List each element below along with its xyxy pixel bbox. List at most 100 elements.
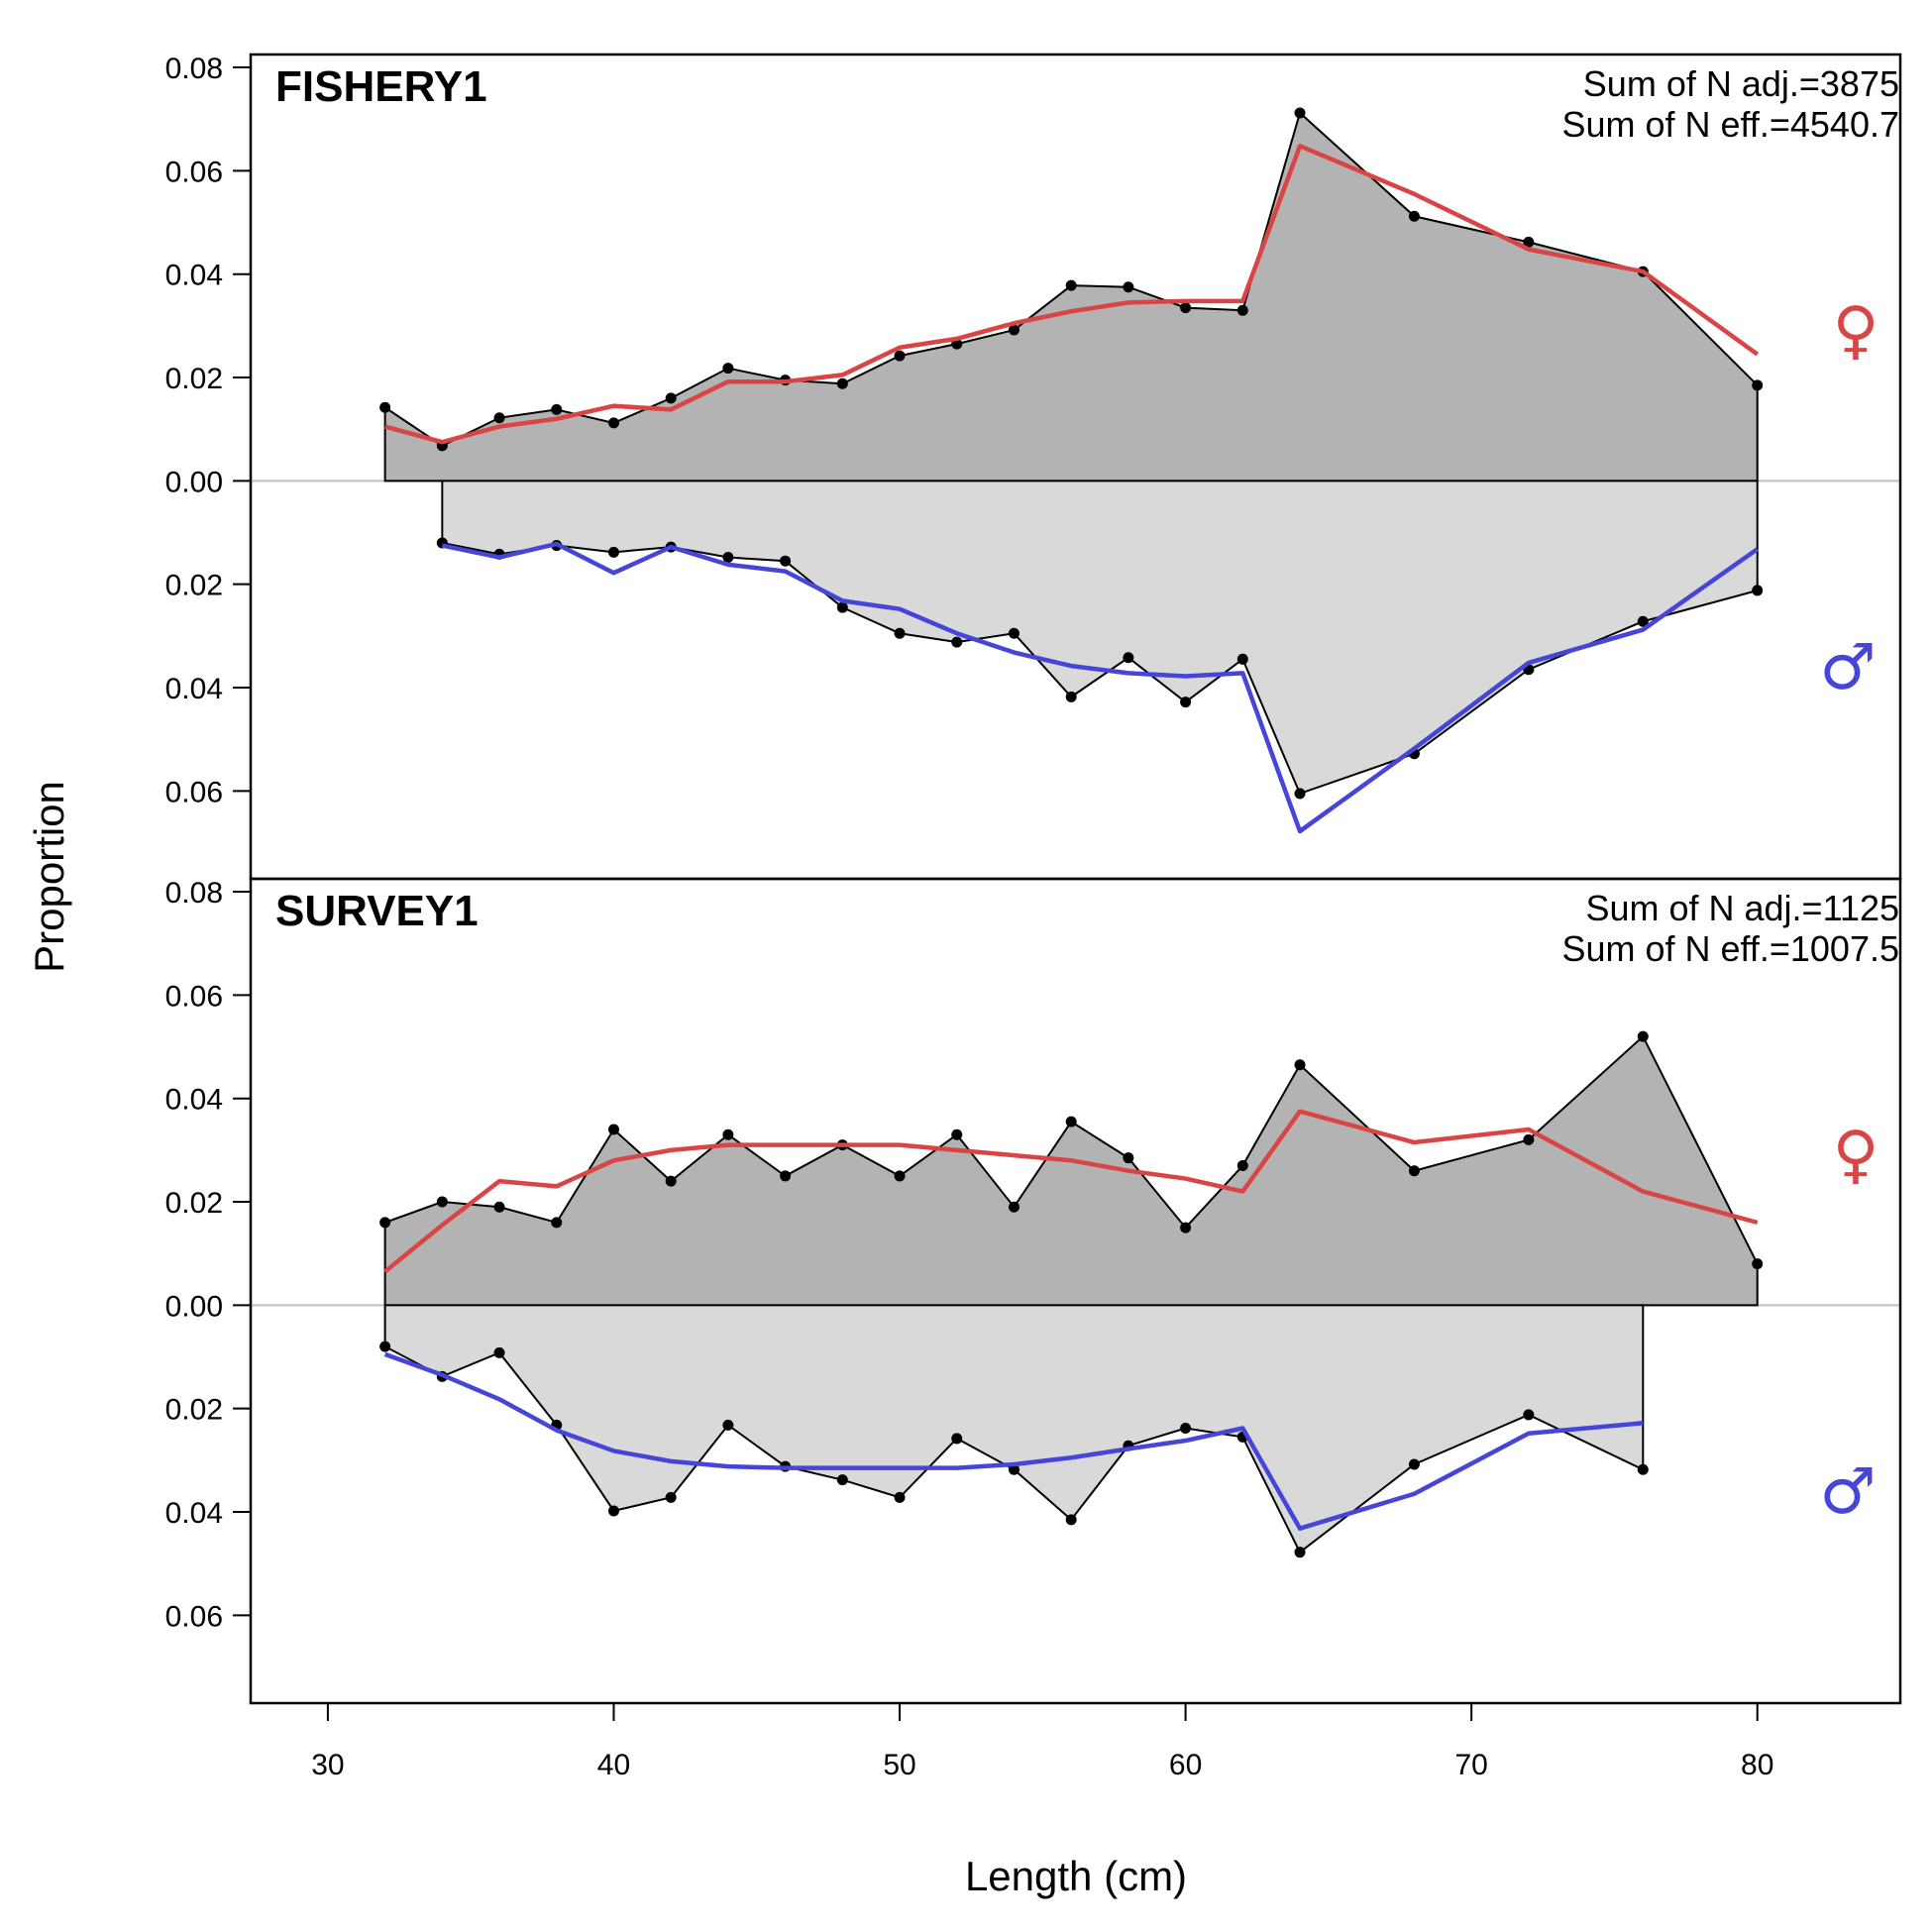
female-observed-point <box>1523 236 1535 248</box>
female-observed-point <box>551 1217 563 1229</box>
male-observed-point <box>1180 1422 1192 1434</box>
male-observed-point <box>1008 627 1020 639</box>
sample-size-stat: Sum of N eff.=4540.7 <box>1561 104 1899 145</box>
y-tick-label: 0.06 <box>165 980 223 1013</box>
female-observed-point <box>1294 107 1306 119</box>
female-observed-point <box>951 1128 963 1140</box>
y-tick-label: 0.02 <box>165 1394 223 1427</box>
panel-survey1: 0.08 0.06 0.04 0.02 0.00 0.02 0.04 0.06 SURVEY1 S… <box>165 877 1902 1705</box>
male-observed-point <box>1752 585 1764 596</box>
male-observed-point <box>1123 652 1134 664</box>
male-observed-point <box>1637 1463 1649 1475</box>
female-observed-point <box>1065 279 1077 291</box>
female-observed-point <box>1236 1160 1248 1172</box>
female-observed-point <box>1123 1152 1134 1164</box>
female-expected-line <box>383 1109 1759 1274</box>
male-observed-point <box>493 1346 505 1358</box>
female-observed-point <box>607 417 619 429</box>
female-symbol: ♀ <box>1833 1119 1879 1192</box>
female-observed-point <box>379 401 391 413</box>
y-tick-label: 0.00 <box>165 1290 223 1323</box>
panels: 0.08 0.06 0.04 0.02 0.00 0.02 0.04 0.06 FISHERY1… <box>165 53 1902 1705</box>
male-observed-point <box>379 1341 391 1352</box>
y-tick-label: 0.06 <box>165 1600 223 1633</box>
female-observed-point <box>1236 304 1248 316</box>
female-observed-area <box>383 111 1759 483</box>
male-observed-point <box>836 601 848 613</box>
y-tick-label: 0.02 <box>165 570 223 602</box>
female-observed-point <box>1180 1222 1192 1234</box>
panel-title: FISHERY1 <box>275 62 487 111</box>
male-observed-point <box>894 627 906 639</box>
female-observed-point <box>1408 1165 1420 1177</box>
male-observed-point <box>722 1419 734 1431</box>
male-observed-point <box>1180 697 1192 708</box>
y-tick-label: 0.06 <box>165 156 223 188</box>
female-observed-point <box>1008 324 1020 336</box>
female-observed-point <box>551 403 563 415</box>
female-observed-point <box>722 363 734 375</box>
y-tick-label: 0.04 <box>165 260 223 292</box>
female-observed-point <box>1180 302 1192 314</box>
y-tick-label: 0.08 <box>165 877 223 910</box>
y-tick-label: 0.02 <box>165 363 223 395</box>
female-observed-point <box>607 1124 619 1135</box>
y-tick-label: 0.06 <box>165 776 223 808</box>
x-tick-label: 70 <box>1454 1749 1487 1781</box>
female-observed-point <box>493 1201 505 1213</box>
female-observed-point <box>722 1128 734 1140</box>
female-observed-point <box>1294 1059 1306 1071</box>
male-observed-point <box>1408 1458 1420 1470</box>
female-observed-point <box>780 1170 792 1182</box>
male-observed-point <box>1294 1547 1306 1558</box>
sample-size-stat: Sum of N adj.=1125 <box>1585 888 1899 928</box>
female-observed-point <box>1752 1258 1764 1270</box>
male-symbol: ♂ <box>1819 1455 1876 1529</box>
female-observed-point <box>665 392 677 404</box>
x-tick-label: 50 <box>883 1749 915 1781</box>
sample-size-stat: Sum of N eff.=1007.5 <box>1561 928 1899 969</box>
male-observed-point <box>1637 615 1649 627</box>
male-observed-point <box>1294 788 1306 800</box>
female-observed-point <box>436 1196 448 1208</box>
male-observed-point <box>607 546 619 558</box>
male-observed-point <box>1523 1409 1535 1421</box>
female-observed-point <box>836 377 848 389</box>
male-observed-point <box>1065 691 1077 702</box>
male-observed-point <box>836 1474 848 1486</box>
x-tick-label: 80 <box>1741 1749 1773 1781</box>
y-tick-label: 0.04 <box>165 1084 223 1117</box>
male-observed-point <box>607 1505 619 1517</box>
male-symbol: ♂ <box>1819 631 1876 704</box>
female-expected-line <box>384 144 1760 445</box>
male-observed-point <box>894 1491 906 1503</box>
x-tick-label: 30 <box>311 1749 344 1781</box>
female-observed-point <box>665 1175 677 1187</box>
x-axis-title: Length (cm) <box>965 1853 1187 1899</box>
female-observed-point <box>1637 1030 1649 1042</box>
female-observed-point <box>1523 1133 1535 1145</box>
male-observed-point <box>951 636 963 648</box>
male-observed-point <box>1065 1514 1077 1526</box>
male-observed-point <box>1236 653 1248 665</box>
female-observed-point <box>894 350 906 362</box>
panel-title: SURVEY1 <box>275 887 479 935</box>
x-axis: 30 40 50 60 70 80 <box>311 1702 1773 1781</box>
male-observed-point <box>722 552 734 564</box>
male-expected-line <box>441 541 1760 834</box>
female-observed-point <box>1752 379 1764 391</box>
y-tick-label: 0.08 <box>165 53 223 85</box>
female-symbol: ♀ <box>1833 294 1879 368</box>
female-observed-area <box>383 1034 1759 1307</box>
female-observed-point <box>1123 281 1134 293</box>
female-observed-point <box>1065 1116 1077 1127</box>
female-observed-point <box>1008 1201 1020 1213</box>
sample-size-stat: Sum of N adj.=3875 <box>1583 63 1899 104</box>
female-observed-point <box>894 1170 906 1182</box>
y-tick-label: 0.04 <box>165 1497 223 1530</box>
y-tick-label: 0.04 <box>165 673 223 705</box>
female-observed-point <box>379 1217 391 1229</box>
male-observed-point <box>780 555 792 567</box>
male-expected-line <box>383 1351 1644 1531</box>
